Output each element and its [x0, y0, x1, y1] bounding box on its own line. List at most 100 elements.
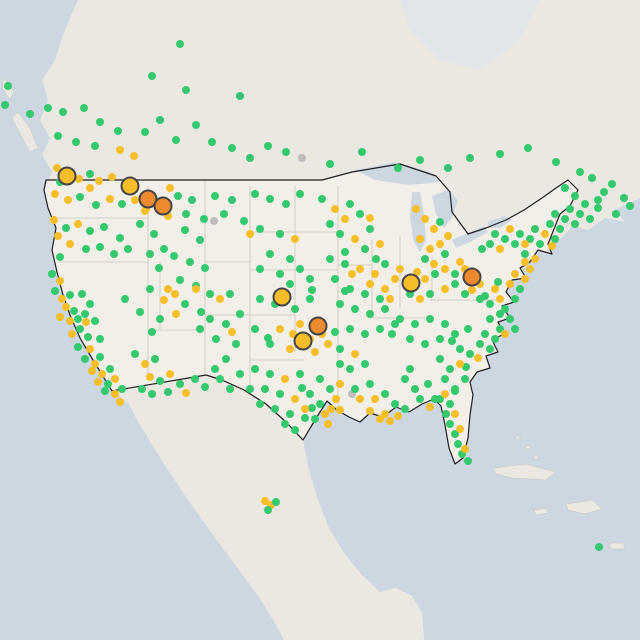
monitor-dot[interactable]: [106, 365, 114, 373]
monitor-dot[interactable]: [306, 295, 314, 303]
monitor-dot[interactable]: [182, 86, 190, 94]
monitor-dot[interactable]: [66, 291, 74, 299]
monitor-dot[interactable]: [391, 275, 399, 283]
monitor-dot[interactable]: [396, 265, 404, 273]
monitor-dot[interactable]: [226, 290, 234, 298]
monitor-dot[interactable]: [371, 395, 379, 403]
monitor-dot[interactable]: [416, 235, 424, 243]
monitor-dot[interactable]: [201, 383, 209, 391]
monitor-dot[interactable]: [116, 398, 124, 406]
monitor-dot[interactable]: [441, 320, 449, 328]
monitor-dot[interactable]: [54, 232, 62, 240]
monitor-dot[interactable]: [356, 265, 364, 273]
monitor-dot[interactable]: [51, 190, 59, 198]
monitor-dot[interactable]: [44, 104, 52, 112]
monitor-dot[interactable]: [131, 196, 139, 204]
monitor-dot[interactable]: [196, 236, 204, 244]
monitor-dot[interactable]: [236, 370, 244, 378]
monitor-dot[interactable]: [176, 380, 184, 388]
alert-marker[interactable]: [401, 273, 421, 293]
monitor-dot[interactable]: [59, 108, 67, 116]
monitor-dot[interactable]: [394, 164, 402, 172]
monitor-dot[interactable]: [595, 543, 603, 551]
monitor-dot[interactable]: [526, 235, 534, 243]
monitor-dot[interactable]: [516, 230, 524, 238]
monitor-dot[interactable]: [531, 255, 539, 263]
monitor-dot[interactable]: [461, 290, 469, 298]
monitor-dot[interactable]: [426, 290, 434, 298]
monitor-dot[interactable]: [436, 335, 444, 343]
monitor-dot[interactable]: [576, 168, 584, 176]
monitor-dot[interactable]: [486, 315, 494, 323]
monitor-dot[interactable]: [108, 173, 116, 181]
monitor-dot[interactable]: [101, 387, 109, 395]
monitor-dot[interactable]: [272, 498, 280, 506]
monitor-dot[interactable]: [201, 264, 209, 272]
monitor-dot[interactable]: [412, 205, 420, 213]
monitor-dot[interactable]: [266, 250, 274, 258]
monitor-dot[interactable]: [291, 426, 299, 434]
monitor-dot[interactable]: [264, 142, 272, 150]
monitor-dot[interactable]: [348, 270, 356, 278]
monitor-dot[interactable]: [451, 430, 459, 438]
monitor-dot[interactable]: [501, 305, 509, 313]
monitor-dot[interactable]: [212, 335, 220, 343]
monitor-dot[interactable]: [496, 245, 504, 253]
monitor-dot[interactable]: [366, 214, 374, 222]
monitor-dot[interactable]: [96, 118, 104, 126]
alert-marker[interactable]: [308, 316, 328, 336]
monitor-dot[interactable]: [476, 340, 484, 348]
monitor-dot[interactable]: [441, 285, 449, 293]
monitor-dot[interactable]: [366, 380, 374, 388]
monitor-dot[interactable]: [456, 360, 464, 368]
monitor-dot[interactable]: [291, 305, 299, 313]
monitor-dot[interactable]: [551, 235, 559, 243]
monitor-dot[interactable]: [266, 195, 274, 203]
monitor-dot[interactable]: [424, 380, 432, 388]
monitor-dot[interactable]: [431, 270, 439, 278]
monitor-dot[interactable]: [98, 370, 106, 378]
monitor-dot[interactable]: [110, 250, 118, 258]
monitor-dot[interactable]: [496, 325, 504, 333]
monitor-dot[interactable]: [366, 280, 374, 288]
monitor-dot[interactable]: [336, 380, 344, 388]
monitor-dot[interactable]: [486, 345, 494, 353]
monitor-dot[interactable]: [421, 215, 429, 223]
monitor-dot[interactable]: [114, 127, 122, 135]
monitor-dot[interactable]: [282, 148, 290, 156]
monitor-dot[interactable]: [581, 200, 589, 208]
monitor-dot[interactable]: [306, 275, 314, 283]
monitor-dot[interactable]: [586, 215, 594, 223]
monitor-dot[interactable]: [182, 210, 190, 218]
monitor-dot[interactable]: [182, 389, 190, 397]
monitor-dot[interactable]: [571, 192, 579, 200]
monitor-dot[interactable]: [196, 325, 204, 333]
monitor-dot[interactable]: [228, 328, 236, 336]
monitor-dot[interactable]: [600, 188, 608, 196]
monitor-dot[interactable]: [454, 440, 462, 448]
monitor-dot[interactable]: [84, 333, 92, 341]
monitor-dot[interactable]: [286, 410, 294, 418]
monitor-dot[interactable]: [401, 375, 409, 383]
monitor-dot[interactable]: [160, 245, 168, 253]
monitor-dot[interactable]: [341, 260, 349, 268]
monitor-dot[interactable]: [474, 354, 482, 362]
monitor-dot[interactable]: [91, 142, 99, 150]
monitor-dot[interactable]: [448, 337, 456, 345]
monitor-dot[interactable]: [286, 345, 294, 353]
monitor-dot[interactable]: [156, 116, 164, 124]
monitor-dot[interactable]: [53, 164, 61, 172]
monitor-dot[interactable]: [464, 325, 472, 333]
monitor-dot[interactable]: [426, 403, 434, 411]
monitor-dot[interactable]: [216, 375, 224, 383]
monitor-dot[interactable]: [366, 310, 374, 318]
monitor-dot[interactable]: [164, 285, 172, 293]
monitor-dot[interactable]: [536, 240, 544, 248]
monitor-dot[interactable]: [416, 295, 424, 303]
monitor-dot[interactable]: [406, 335, 414, 343]
monitor-dot[interactable]: [456, 425, 464, 433]
alert-marker[interactable]: [462, 267, 482, 287]
monitor-dot[interactable]: [148, 72, 156, 80]
monitor-dot[interactable]: [226, 385, 234, 393]
monitor-dot[interactable]: [281, 375, 289, 383]
